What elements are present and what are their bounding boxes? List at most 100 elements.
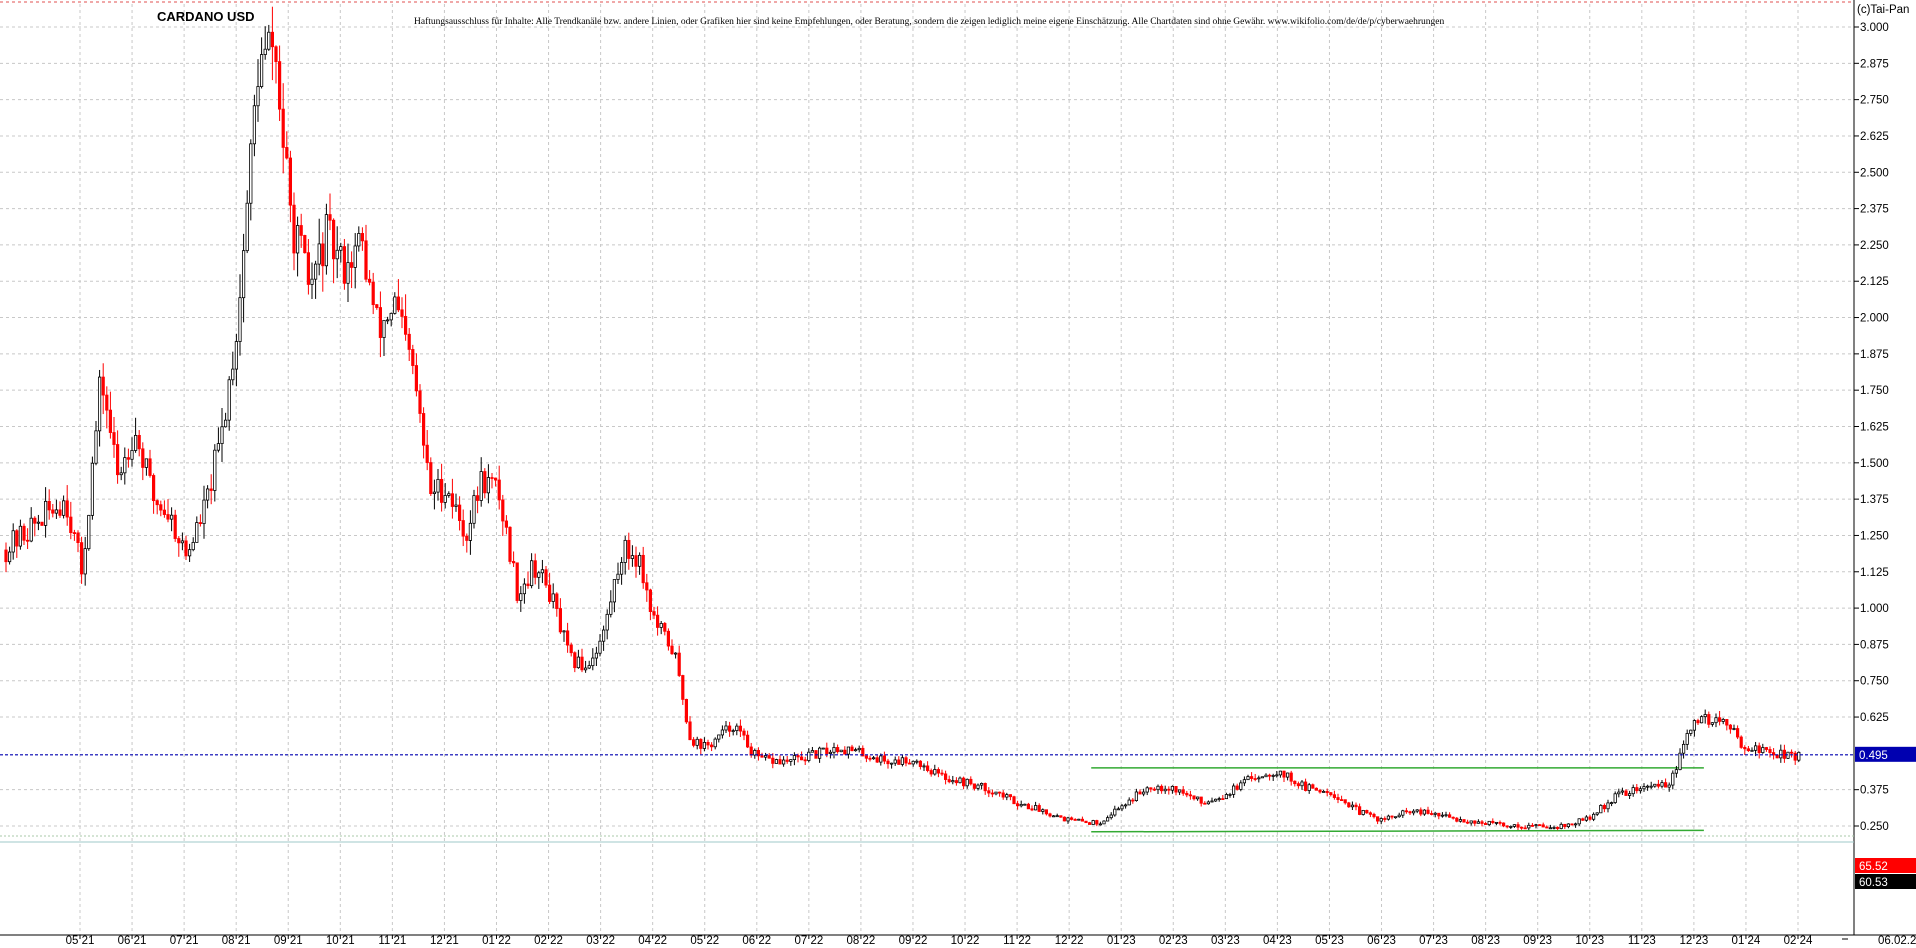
candle-up — [717, 734, 721, 743]
candle-down — [699, 738, 703, 755]
candle-body — [1577, 818, 1581, 825]
candle-down — [1408, 810, 1412, 816]
candle-body — [393, 296, 397, 314]
candle-body — [51, 509, 55, 514]
candle-body — [1642, 786, 1646, 790]
candle-body — [364, 240, 368, 280]
candle-body — [537, 572, 541, 578]
candle-down — [501, 494, 505, 537]
candle-body — [533, 560, 537, 578]
candle-up — [98, 369, 102, 447]
candle-body — [1174, 785, 1178, 793]
candle-body — [69, 516, 73, 534]
candle-body — [515, 562, 519, 601]
candle-body — [1512, 824, 1516, 827]
candle-down — [1455, 816, 1459, 823]
candle-body — [1160, 785, 1164, 792]
candle-down — [864, 755, 869, 763]
candle-body — [1106, 817, 1110, 822]
candle-down — [1523, 825, 1527, 830]
candle-body — [940, 772, 944, 775]
x-tick-label: 07 22 — [794, 935, 823, 947]
candle-up — [735, 723, 739, 736]
candle-body — [1584, 816, 1588, 821]
candle-down — [1185, 790, 1189, 798]
candle-body — [1354, 804, 1358, 808]
chart-title: CARDANO USD — [157, 9, 255, 24]
candle-body — [706, 742, 710, 746]
candle-body — [857, 747, 861, 751]
candle-body — [1178, 789, 1182, 793]
candle-body — [1473, 820, 1477, 824]
candle-down — [666, 628, 671, 651]
candle-body — [746, 734, 750, 748]
candle-down — [918, 760, 923, 770]
candle-down — [1736, 725, 1740, 740]
indicator-badge-label: 60.53 — [1859, 877, 1888, 889]
candle-body — [1052, 815, 1056, 818]
candle-up — [1714, 713, 1718, 728]
candle-body — [1433, 812, 1437, 815]
candle-up — [382, 319, 386, 357]
candle-body — [1253, 778, 1257, 780]
candle-body — [911, 760, 915, 765]
disclaimer-text: Haftungsausschluss für Inhalte: Alle Tre… — [414, 16, 1445, 27]
candle-body — [1282, 770, 1286, 778]
candle-body — [1412, 810, 1416, 814]
candle-up — [1592, 812, 1596, 822]
candle-down — [1498, 820, 1502, 826]
candle-body — [1559, 823, 1563, 829]
candle-body — [1257, 777, 1261, 780]
candle-up — [1700, 715, 1704, 724]
candle-up — [537, 570, 541, 589]
candle-up — [846, 746, 851, 759]
y-tick-label: 1.500 — [1860, 458, 1889, 470]
candle-down — [1538, 824, 1542, 827]
y-tick-label: 0.375 — [1860, 785, 1889, 797]
candle-body — [331, 219, 336, 260]
candle-body — [11, 530, 15, 553]
candle-down — [281, 83, 285, 174]
candle-body — [1624, 790, 1628, 796]
candle-down — [908, 759, 912, 765]
candle-body — [584, 667, 588, 671]
candle-body — [900, 757, 905, 765]
candle-body — [1268, 774, 1272, 777]
candle-down — [1545, 825, 1549, 829]
candle-up — [1066, 816, 1070, 824]
candle-up — [144, 458, 148, 476]
candle-body — [310, 278, 314, 285]
candle-down — [1505, 825, 1509, 829]
candle-down — [371, 272, 375, 315]
candle-up — [1584, 815, 1588, 822]
candle-body — [1415, 809, 1419, 812]
candle-down — [580, 648, 584, 673]
candle-body — [980, 783, 984, 786]
candle-up — [1620, 787, 1624, 795]
candle-down — [1664, 778, 1668, 788]
candle-body — [1304, 781, 1308, 791]
candle-body — [1091, 820, 1095, 825]
candle-up — [267, 24, 271, 51]
candle-down — [25, 528, 30, 549]
candle-down — [1304, 778, 1308, 792]
candle-up — [1178, 789, 1182, 796]
candle-down — [303, 234, 307, 254]
candle-body — [648, 589, 653, 612]
candle-down — [1048, 812, 1052, 818]
x-tick-label: 09 22 — [899, 935, 928, 947]
candle-down — [767, 753, 771, 759]
candle-body — [76, 532, 80, 544]
candle-down — [403, 294, 408, 341]
candle-up — [1761, 743, 1765, 754]
candle-body — [205, 488, 210, 501]
candle-body — [1739, 736, 1743, 748]
candle-up — [1548, 824, 1552, 830]
candle-body — [782, 759, 786, 765]
candle-body — [1055, 815, 1059, 818]
candle-up — [1019, 800, 1023, 808]
candle-body — [526, 583, 530, 587]
candle-down — [184, 535, 188, 560]
candle-body — [868, 757, 872, 760]
candle-down — [663, 621, 667, 636]
